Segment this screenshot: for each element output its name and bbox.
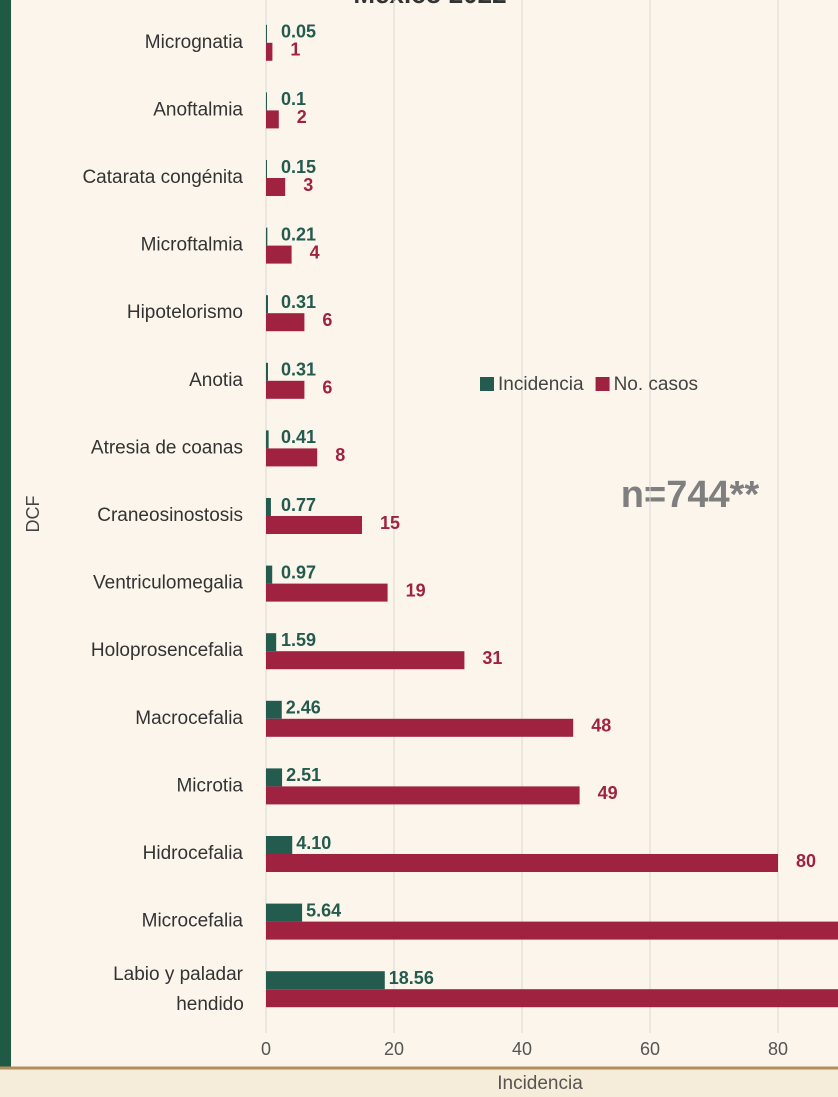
legend-swatch (480, 377, 494, 391)
y-tick-label: Catarata congénita (82, 167, 243, 188)
bar (266, 989, 838, 1008)
data-label: 3 (303, 175, 313, 195)
x-tick-label: 60 (640, 1039, 660, 1059)
bar (266, 836, 293, 854)
bar (266, 921, 838, 940)
data-label: 49 (598, 783, 618, 803)
y-tick-label: Hidrocefalia (143, 843, 244, 864)
y-tick-label: Holoprosencefalia (91, 640, 244, 661)
y-tick-label: Macrocefalia (135, 708, 243, 729)
bar (266, 362, 268, 381)
annotation: n=744** (621, 474, 760, 516)
legend-swatch (595, 377, 610, 391)
bar (266, 380, 305, 399)
data-label: 0.31 (281, 360, 316, 380)
bar (266, 227, 268, 246)
data-label: 31 (482, 648, 502, 668)
bar (266, 92, 267, 111)
data-label: 0.1 (281, 89, 306, 109)
bar (266, 448, 318, 467)
data-label: 0.41 (281, 427, 316, 447)
chart-title: México 2022 (353, 0, 506, 9)
bar (266, 42, 273, 61)
x-tick-label: 0 (261, 1039, 271, 1059)
bar (266, 768, 283, 787)
data-label: 4 (310, 242, 320, 262)
label-line: Labio y paladar (113, 964, 244, 985)
bar (266, 160, 267, 178)
side-strip (0, 0, 11, 1097)
bar (266, 313, 305, 332)
y-tick-label: Labio y paladar hendido (113, 964, 244, 1015)
bar (266, 430, 269, 449)
data-label: 48 (591, 716, 611, 736)
y-tick-label: Micrognatia (145, 32, 244, 53)
bar (266, 903, 303, 922)
data-label: 15 (380, 513, 400, 533)
y-tick-label: Ventriculomegalia (93, 573, 243, 594)
data-label: 80 (796, 851, 816, 871)
data-label: 0.21 (281, 224, 316, 244)
bar (266, 295, 268, 314)
data-label: 6 (322, 310, 332, 330)
x-tick-label: 20 (384, 1039, 404, 1059)
y-tick-label: Atresia de coanas (91, 437, 243, 458)
y-tick-label: Anotia (189, 370, 243, 391)
data-label: 4.10 (296, 833, 331, 853)
data-label: 2 (297, 107, 307, 127)
data-label: 0.77 (281, 495, 316, 515)
x-tick-label: 40 (512, 1039, 532, 1059)
bar (266, 718, 574, 737)
bar (266, 971, 385, 990)
bar (266, 516, 362, 534)
data-label: 5.64 (306, 900, 341, 920)
bar (266, 786, 580, 805)
bar (266, 24, 267, 43)
legend-label: Incidencia (498, 374, 584, 395)
data-label: 0.15 (281, 157, 316, 177)
bar (266, 565, 273, 584)
bar (266, 498, 271, 516)
data-label: 18.56 (389, 968, 434, 988)
bar (266, 854, 778, 872)
data-label: 6 (322, 378, 332, 398)
data-label: 2.46 (286, 698, 321, 718)
data-label: 8 (335, 445, 345, 465)
y-tick-label: Hipotelorismo (127, 302, 243, 323)
label-line: hendido (176, 994, 244, 1015)
data-label: 0.05 (281, 22, 316, 42)
y-tick-label: Anoftalmia (153, 99, 243, 120)
bar (266, 245, 292, 264)
footer-band (0, 1068, 838, 1097)
data-label: 1.59 (281, 630, 316, 650)
x-axis-title: Incidencia (497, 1073, 583, 1094)
bar (266, 583, 388, 602)
bar (266, 633, 277, 652)
x-tick-label: 80 (768, 1039, 788, 1059)
y-tick-label: Microcefalia (142, 911, 244, 932)
y-tick-label: Microtia (176, 775, 243, 796)
bar (266, 110, 279, 129)
data-label: 0.97 (281, 562, 316, 582)
y-axis-title: DCF (23, 496, 43, 533)
data-label: 2.51 (286, 765, 321, 785)
bar (266, 178, 286, 196)
bar (266, 700, 282, 719)
data-label: 0.31 (281, 292, 316, 312)
legend-label: No. casos (614, 374, 698, 395)
bar (266, 651, 465, 670)
data-label: 1 (290, 40, 300, 60)
y-tick-label: Microftalmia (141, 235, 244, 256)
data-label: 19 (406, 580, 426, 600)
y-tick-label: Craneosinostosis (97, 505, 243, 526)
